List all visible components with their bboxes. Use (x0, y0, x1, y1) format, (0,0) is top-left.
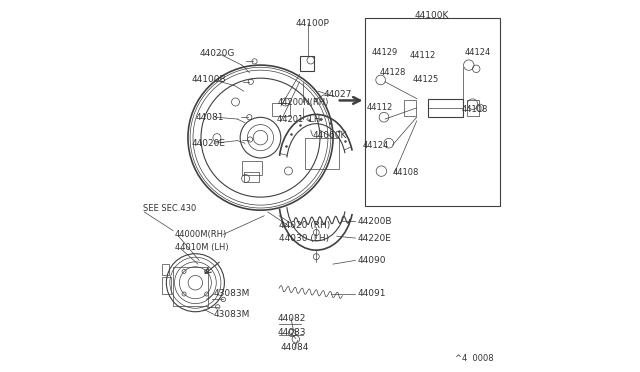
Text: 44124: 44124 (363, 141, 389, 150)
Text: 44100P: 44100P (296, 19, 330, 28)
Text: 44112: 44112 (367, 103, 393, 112)
Bar (244, 172, 259, 182)
Text: 43083M: 43083M (214, 310, 250, 319)
Text: 44020E: 44020E (191, 139, 226, 148)
Bar (242, 161, 262, 175)
Text: 44090: 44090 (357, 256, 386, 265)
Text: 44200N(RH): 44200N(RH) (277, 98, 328, 107)
Text: 44020 (RH): 44020 (RH) (279, 221, 330, 230)
Text: 44000M(RH): 44000M(RH) (175, 230, 227, 239)
Bar (404, 100, 415, 116)
Text: 44112: 44112 (410, 51, 436, 60)
Text: 44027: 44027 (324, 90, 352, 99)
Bar (271, 103, 290, 116)
Bar (428, 99, 463, 117)
Text: 44081: 44081 (195, 113, 224, 122)
Text: 44091: 44091 (357, 289, 386, 298)
Text: SEE SEC.430: SEE SEC.430 (143, 204, 196, 213)
Text: 44220E: 44220E (357, 234, 391, 243)
Text: 44100B: 44100B (191, 76, 227, 84)
Text: 44108: 44108 (392, 169, 419, 177)
Text: 44010M (LH): 44010M (LH) (175, 243, 228, 252)
Bar (300, 56, 314, 71)
Text: 44200B: 44200B (357, 217, 392, 226)
Text: 44124: 44124 (465, 48, 492, 57)
Text: 44082: 44082 (277, 314, 305, 323)
Text: 44129: 44129 (372, 48, 398, 57)
Text: 44100K: 44100K (415, 11, 449, 20)
Text: 44108: 44108 (462, 105, 488, 114)
Text: 44084: 44084 (281, 343, 309, 352)
Text: 44125: 44125 (412, 76, 438, 84)
Text: 44128: 44128 (380, 68, 406, 77)
Text: 44060K: 44060K (312, 131, 347, 140)
Text: ^4  0008: ^4 0008 (456, 355, 494, 363)
Text: 44030 (LH): 44030 (LH) (279, 234, 329, 243)
Text: 44020G: 44020G (199, 49, 234, 58)
Bar (305, 138, 339, 169)
Bar (467, 100, 479, 116)
Text: 44083: 44083 (277, 328, 306, 337)
Bar (365, 18, 500, 206)
Text: 43083M: 43083M (214, 289, 250, 298)
Text: 44201 ‹LH›: 44201 ‹LH› (277, 115, 324, 124)
